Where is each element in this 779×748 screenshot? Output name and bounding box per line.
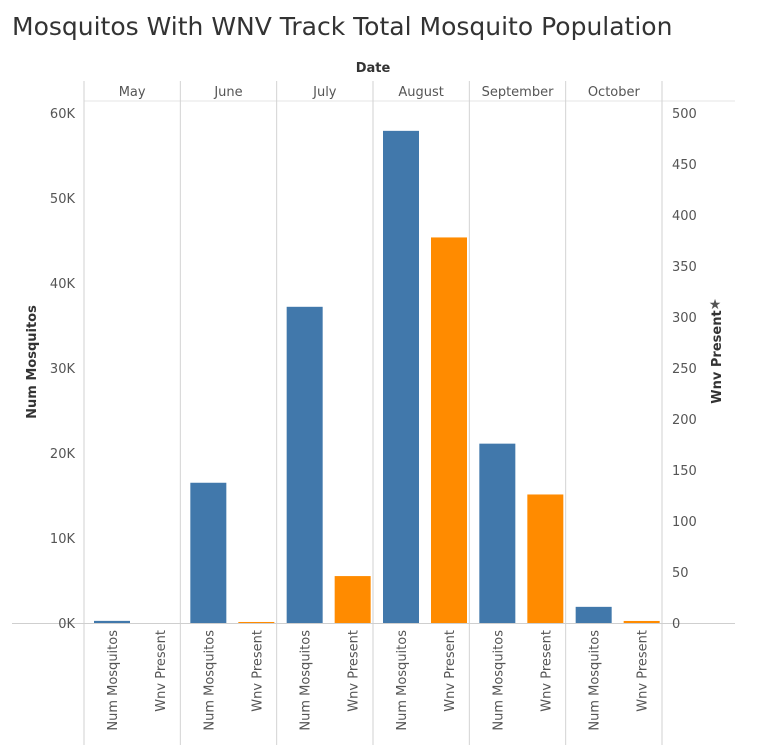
pin-icon: ★ bbox=[709, 297, 722, 313]
month-header: May bbox=[119, 85, 146, 100]
month-header: August bbox=[398, 85, 444, 100]
right-tick-label: 200 bbox=[672, 413, 697, 428]
right-tick-label: 100 bbox=[672, 515, 697, 530]
wnv-present-bar bbox=[238, 621, 275, 623]
right-tick-label: 50 bbox=[672, 566, 689, 581]
left-tick-label: 10K bbox=[50, 532, 76, 547]
num-mosquitos-bar bbox=[94, 620, 130, 623]
left-axis-title: Num Mosquitos bbox=[25, 305, 40, 419]
right-tick-label: 300 bbox=[672, 311, 697, 326]
measure-label: Num Mosquitos bbox=[588, 630, 603, 731]
left-tick-label: 30K bbox=[50, 362, 76, 377]
num-mosquitos-bar bbox=[479, 443, 516, 623]
month-header: July bbox=[312, 85, 337, 100]
column-header: Date bbox=[356, 61, 391, 76]
num-mosquitos-bar bbox=[286, 306, 323, 623]
right-tick-label: 250 bbox=[672, 362, 697, 377]
measure-label: Wnv Present bbox=[347, 630, 362, 712]
measure-label: Num Mosquitos bbox=[202, 630, 217, 731]
left-tick-label: 60K bbox=[50, 107, 76, 122]
measure-label: Wnv Present bbox=[539, 630, 554, 712]
chart-title: Mosquitos With WNV Track Total Mosquito … bbox=[12, 12, 673, 41]
right-tick-label: 400 bbox=[672, 209, 697, 224]
wnv-present-bar bbox=[334, 576, 371, 623]
right-tick-label: 450 bbox=[672, 158, 697, 173]
measure-label: Num Mosquitos bbox=[395, 630, 410, 731]
left-tick-label: 50K bbox=[50, 192, 76, 207]
measure-label: Num Mosquitos bbox=[106, 630, 121, 731]
right-tick-label: 0 bbox=[672, 617, 680, 632]
wnv-present-bar bbox=[527, 494, 564, 623]
month-header: June bbox=[213, 85, 242, 100]
left-tick-label: 40K bbox=[50, 277, 76, 292]
right-tick-label: 500 bbox=[672, 107, 697, 122]
measure-label: Num Mosquitos bbox=[299, 630, 314, 731]
wnv-present-bar bbox=[431, 237, 467, 623]
left-tick-label: 20K bbox=[50, 447, 76, 462]
left-tick-label: 0K bbox=[58, 617, 75, 632]
measure-label: Wnv Present bbox=[443, 630, 458, 712]
month-header: October bbox=[588, 85, 641, 100]
measure-label: Wnv Present bbox=[250, 630, 265, 712]
right-tick-label: 150 bbox=[672, 464, 697, 479]
measure-label: Wnv Present bbox=[154, 630, 169, 712]
num-mosquitos-bar bbox=[383, 130, 419, 623]
measure-label: Num Mosquitos bbox=[491, 630, 506, 731]
measure-label: Wnv Present bbox=[636, 630, 651, 712]
right-axis-title: Wnv Present bbox=[710, 310, 725, 403]
wnv-present-bar bbox=[623, 620, 660, 623]
num-mosquitos-bar bbox=[190, 482, 227, 623]
num-mosquitos-bar bbox=[575, 606, 612, 623]
month-header: September bbox=[482, 85, 555, 100]
right-tick-label: 350 bbox=[672, 260, 697, 275]
